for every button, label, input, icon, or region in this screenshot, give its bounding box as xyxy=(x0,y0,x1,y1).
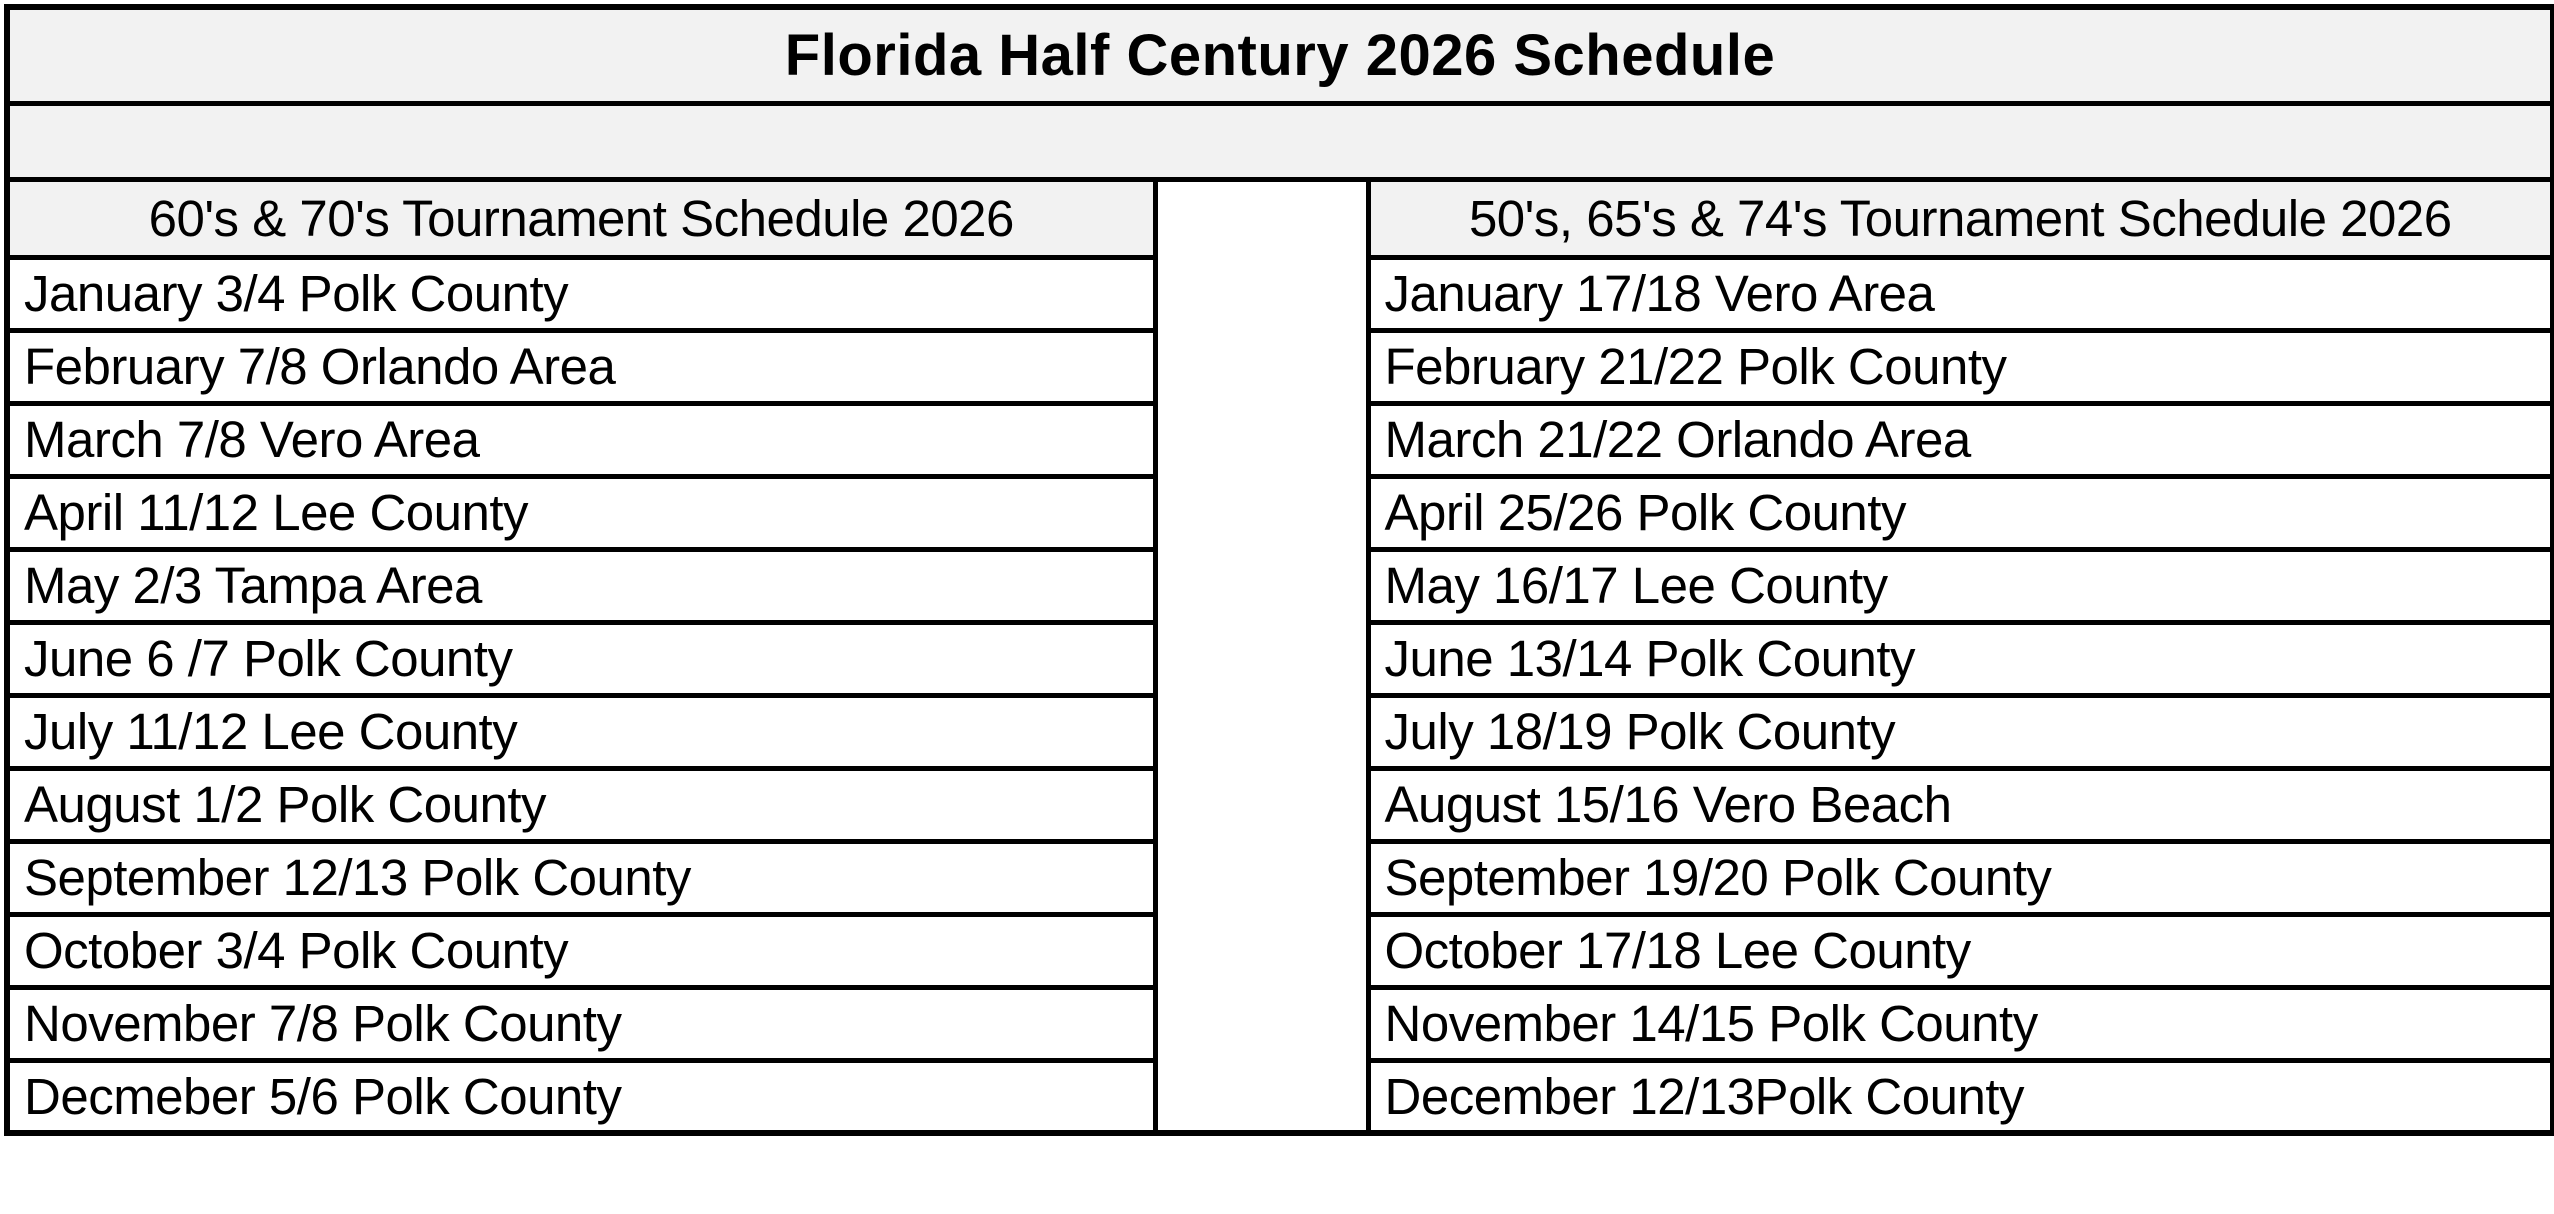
right-schedule-cell: June 13/14 Polk County xyxy=(1365,619,2554,698)
right-schedule-cell: May 16/17 Lee County xyxy=(1365,546,2554,625)
right-schedule-cell: November 14/15 Polk County xyxy=(1365,984,2554,1063)
table-row: July 11/12 Lee County July 18/19 Polk Co… xyxy=(4,692,2554,771)
spacer-cell xyxy=(4,100,2554,182)
schedule-sheet: Florida Half Century 2026 Schedule 60's … xyxy=(4,4,2554,1136)
spacer-row xyxy=(4,100,2554,182)
table-row: Decmeber 5/6 Polk County December 12/13P… xyxy=(4,1057,2554,1136)
title-row: Florida Half Century 2026 Schedule xyxy=(4,4,2554,106)
table-row: January 3/4 Polk County January 17/18 Ve… xyxy=(4,254,2554,333)
page-title: Florida Half Century 2026 Schedule xyxy=(4,4,2554,106)
left-schedule-cell: February 7/8 Orlando Area xyxy=(4,327,1158,406)
table-row: February 7/8 Orlando Area February 21/22… xyxy=(4,327,2554,406)
table-row: October 3/4 Polk County October 17/18 Le… xyxy=(4,911,2554,990)
left-schedule-cell: Decmeber 5/6 Polk County xyxy=(4,1057,1158,1136)
right-schedule-cell: February 21/22 Polk County xyxy=(1365,327,2554,406)
table-row: June 6 /7 Polk County June 13/14 Polk Co… xyxy=(4,619,2554,698)
left-schedule-cell: March 7/8 Vero Area xyxy=(4,400,1158,479)
table-row: August 1/2 Polk County August 15/16 Vero… xyxy=(4,765,2554,844)
right-schedule-cell: July 18/19 Polk County xyxy=(1365,692,2554,771)
table-row: September 12/13 Polk County September 19… xyxy=(4,838,2554,917)
table-row: March 7/8 Vero Area March 21/22 Orlando … xyxy=(4,400,2554,479)
left-schedule-header: 60's & 70's Tournament Schedule 2026 xyxy=(4,176,1158,260)
left-schedule-cell: June 6 /7 Polk County xyxy=(4,619,1158,698)
header-row: 60's & 70's Tournament Schedule 2026 50'… xyxy=(4,176,2554,1136)
right-schedule-header: 50's, 65's & 74's Tournament Schedule 20… xyxy=(1365,176,2554,260)
right-schedule-cell: December 12/13Polk County xyxy=(1365,1057,2554,1136)
left-schedule-cell: October 3/4 Polk County xyxy=(4,911,1158,990)
right-schedule-cell: April 25/26 Polk County xyxy=(1365,473,2554,552)
center-gap-cell xyxy=(1152,176,1371,1136)
left-schedule-cell: July 11/12 Lee County xyxy=(4,692,1158,771)
left-schedule-cell: January 3/4 Polk County xyxy=(4,254,1158,333)
table-row: November 7/8 Polk County November 14/15 … xyxy=(4,984,2554,1063)
left-schedule-cell: September 12/13 Polk County xyxy=(4,838,1158,917)
right-schedule-cell: January 17/18 Vero Area xyxy=(1365,254,2554,333)
right-schedule-cell: October 17/18 Lee County xyxy=(1365,911,2554,990)
right-schedule-cell: September 19/20 Polk County xyxy=(1365,838,2554,917)
left-schedule-cell: May 2/3 Tampa Area xyxy=(4,546,1158,625)
left-schedule-cell: August 1/2 Polk County xyxy=(4,765,1158,844)
table-row: May 2/3 Tampa Area May 16/17 Lee County xyxy=(4,546,2554,625)
left-schedule-cell: April 11/12 Lee County xyxy=(4,473,1158,552)
schedule-table: Florida Half Century 2026 Schedule 60's … xyxy=(4,4,2554,1136)
right-schedule-cell: August 15/16 Vero Beach xyxy=(1365,765,2554,844)
right-schedule-cell: March 21/22 Orlando Area xyxy=(1365,400,2554,479)
table-row: April 11/12 Lee County April 25/26 Polk … xyxy=(4,473,2554,552)
left-schedule-cell: November 7/8 Polk County xyxy=(4,984,1158,1063)
